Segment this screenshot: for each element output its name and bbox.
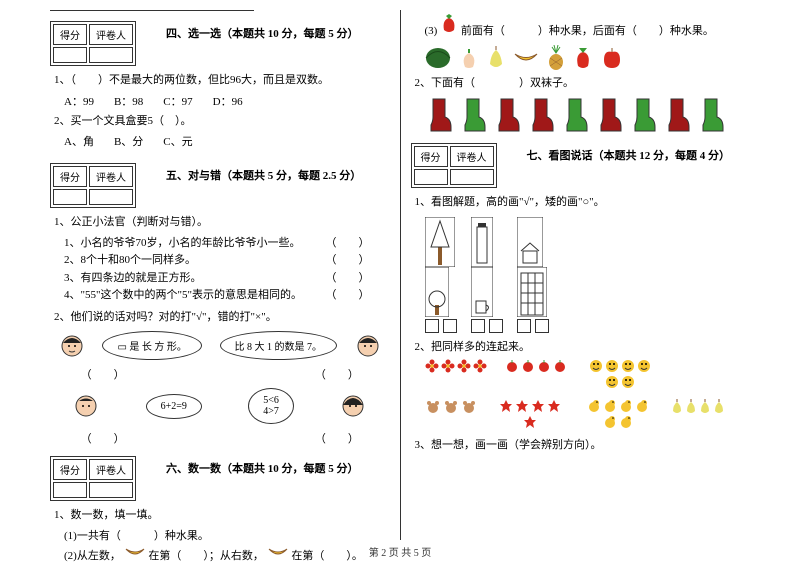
boot-icon bbox=[561, 97, 591, 133]
speech-row-1: ▭ 是 长 方 形。 比 8 大 1 的数是 7。 bbox=[50, 331, 390, 360]
q7-2: 2、把同样多的连起来。 bbox=[415, 339, 751, 356]
q6-2: 2、下面有（ ）双袜子。 bbox=[415, 75, 751, 92]
girl-face-icon bbox=[355, 333, 381, 359]
q4-1-opts: A：99B：98C：97D：96 bbox=[64, 93, 390, 109]
pear-icon bbox=[487, 46, 505, 70]
boot-icon bbox=[663, 97, 693, 133]
score-box-7: 得分评卷人 bbox=[411, 143, 497, 188]
thermos-icon bbox=[471, 217, 493, 267]
boot-icon bbox=[697, 97, 727, 133]
boot-row: /*boots rendered below*/ bbox=[425, 97, 751, 133]
q4-2-opts: A、角B、分C、元 bbox=[64, 133, 390, 149]
short-tree-icon bbox=[425, 267, 449, 317]
boot-icon bbox=[459, 97, 489, 133]
compare-group bbox=[425, 217, 751, 333]
section-5-title: 五、对与错（本题共 5 分，每题 2.5 分） bbox=[166, 167, 361, 183]
strawberry-icon bbox=[573, 46, 593, 70]
score-box-4: 得分评卷人 bbox=[50, 21, 136, 66]
page-footer: 第 2 页 共 5 页 bbox=[0, 544, 800, 559]
q7-3: 3、想一想，画一画（学会辨别方向）。 bbox=[415, 437, 751, 454]
small-house-icon bbox=[517, 217, 543, 267]
watermelon-icon bbox=[425, 47, 451, 69]
banana-icon bbox=[513, 50, 539, 66]
apple-icon bbox=[601, 47, 623, 69]
q5-1-2: 2、8个十和80个一同样多。（ ） bbox=[64, 252, 390, 270]
bubble-2: 比 8 大 1 的数是 7。 bbox=[220, 331, 338, 360]
q6-1: 1、数一数，填一填。 bbox=[54, 507, 390, 524]
boot-icon bbox=[629, 97, 659, 133]
score-box-5: 得分评卷人 bbox=[50, 163, 136, 208]
fruit-row bbox=[425, 45, 751, 71]
q4-1: 1、（ ）不是最大的两位数，但比96大，而且是双数。 bbox=[54, 72, 390, 89]
q5-1-1: 1、小名的爷爷70岁，小名的年龄比爷爷小一些。（ ） bbox=[64, 235, 390, 253]
match-grid-bottom bbox=[425, 399, 751, 429]
boot-icon bbox=[493, 97, 523, 133]
q4-2: 2、买一个文具盒要5（ ）。 bbox=[54, 113, 390, 130]
building-icon bbox=[517, 267, 547, 317]
q5-1: 1、公正小法官（判断对与错）。 bbox=[54, 214, 390, 231]
peach-icon bbox=[459, 47, 479, 69]
bubble-3: 6+2=9 bbox=[146, 394, 202, 419]
score-box-6: 得分评卷人 bbox=[50, 456, 136, 501]
q6-1-1: (1)一共有（ ）种水果。 bbox=[64, 528, 390, 546]
cup-icon bbox=[471, 267, 493, 317]
pineapple-icon bbox=[547, 45, 565, 71]
q5-2: 2、他们说的话对吗？对的打"√"，错的打"×"。 bbox=[54, 309, 390, 326]
boy-face-icon bbox=[73, 393, 99, 419]
tall-tree-icon bbox=[425, 217, 455, 267]
q7-1: 1、看图解题，高的画"√"，矮的画"○"。 bbox=[415, 194, 751, 211]
bubble-4: 5<6 4>7 bbox=[248, 388, 294, 424]
boot-icon bbox=[425, 97, 455, 133]
section-4-title: 四、选一选（本题共 10 分，每题 5 分） bbox=[166, 25, 359, 41]
girl-face-icon bbox=[340, 393, 366, 419]
boot-icon bbox=[527, 97, 557, 133]
section-7-title: 七、看图说话（本题共 12 分，每题 4 分） bbox=[527, 147, 731, 163]
speech-row-2: 6+2=9 5<6 4>7 bbox=[50, 388, 390, 424]
boot-icon bbox=[595, 97, 625, 133]
q6-1-3: (3) 前面有（ ）种水果，后面有（ ）种水果。 bbox=[425, 14, 751, 41]
q5-1-4: 4、"55"这个数中的两个"5"表示的意思是相同的。（ ） bbox=[64, 287, 390, 305]
q5-1-3: 3、有四条边的就是正方形。（ ） bbox=[64, 270, 390, 288]
section-6-title: 六、数一数（本题共 10 分，每题 5 分） bbox=[166, 460, 359, 476]
strawberry-icon bbox=[440, 14, 458, 34]
match-grid-top bbox=[425, 359, 751, 389]
bubble-1: ▭ 是 长 方 形。 bbox=[102, 331, 201, 360]
girl-face-icon bbox=[59, 333, 85, 359]
